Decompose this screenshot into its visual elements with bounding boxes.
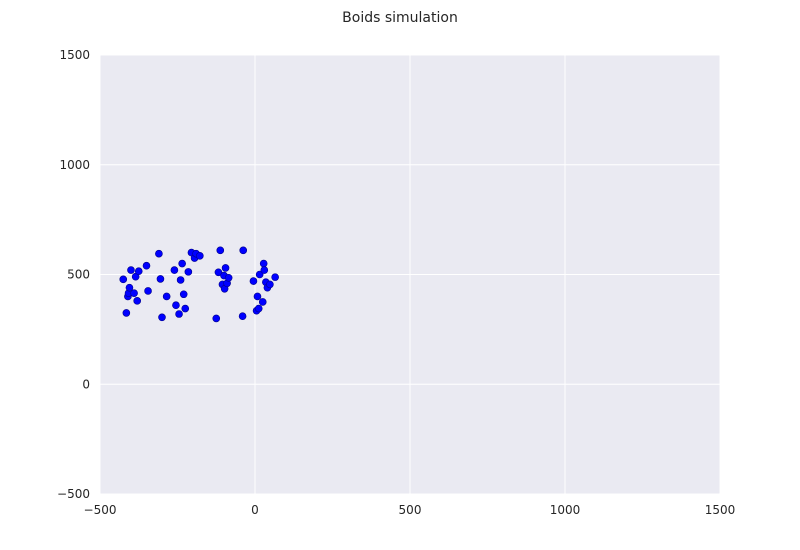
boid-point — [238, 312, 247, 321]
x-axis-tick-labels: −500 0 500 1000 1500 — [84, 503, 736, 517]
chart-title: Boids simulation — [342, 10, 458, 26]
boid-point — [259, 259, 268, 268]
boid-point — [214, 268, 223, 277]
boid-point — [221, 264, 230, 272]
boid-point — [178, 259, 186, 268]
boid-point — [130, 289, 138, 297]
y-tick-label: 1500 — [59, 48, 90, 62]
boid-point — [266, 280, 274, 289]
boid-point — [271, 273, 279, 281]
boid-point — [253, 292, 262, 301]
boid-point — [156, 275, 165, 283]
boid-point — [155, 249, 163, 258]
boid-point — [122, 309, 131, 317]
boid-point — [133, 297, 141, 305]
boid-point — [249, 277, 258, 285]
boid-point — [212, 314, 221, 323]
boid-point — [260, 266, 269, 274]
boid-point — [142, 261, 151, 270]
boid-point — [162, 292, 171, 301]
x-tick-label: 1500 — [705, 503, 736, 517]
data-points — [119, 246, 279, 323]
y-tick-label: 500 — [67, 268, 90, 282]
boid-point — [196, 252, 204, 260]
boid-point — [134, 267, 143, 276]
y-tick-label: −500 — [57, 487, 90, 501]
boid-point — [184, 268, 193, 276]
boid-point — [176, 276, 185, 284]
boid-point — [179, 290, 188, 299]
boid-point — [216, 246, 225, 255]
boid-point — [125, 283, 134, 292]
boid-point — [181, 304, 190, 313]
boid-point — [255, 270, 264, 279]
boid-point — [119, 275, 128, 284]
boid-point — [239, 246, 248, 255]
boid-point — [170, 266, 179, 274]
y-tick-label: 1000 — [59, 158, 90, 172]
x-tick-label: 0 — [251, 503, 259, 517]
boid-point — [127, 266, 135, 274]
y-tick-label: 0 — [82, 377, 90, 391]
boid-point — [175, 310, 183, 318]
boid-point — [172, 301, 180, 310]
x-tick-label: 1000 — [550, 503, 581, 517]
boid-point — [144, 287, 152, 295]
boid-point — [224, 273, 233, 282]
x-tick-label: 500 — [399, 503, 422, 517]
boid-point — [158, 313, 166, 322]
boid-point — [258, 298, 267, 306]
x-tick-label: −500 — [84, 503, 117, 517]
grid-lines — [99, 54, 721, 495]
boid-point — [254, 304, 263, 313]
y-axis-tick-labels: −500 0 500 1000 1500 — [57, 48, 90, 501]
